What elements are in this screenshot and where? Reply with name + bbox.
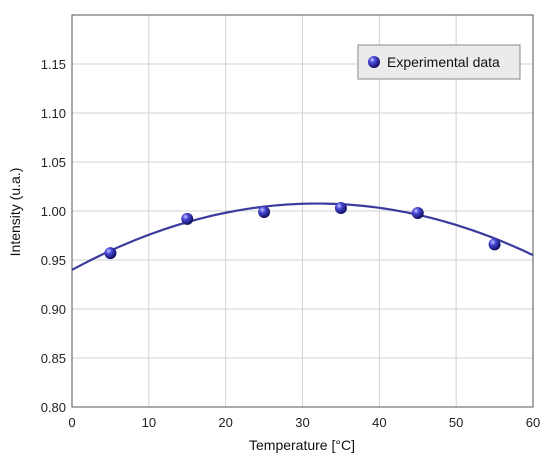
data-point	[181, 212, 194, 225]
legend-box	[357, 44, 521, 80]
legend-marker	[368, 56, 380, 68]
data-point	[104, 247, 117, 260]
x-tick-label: 50	[449, 415, 463, 430]
data-point	[334, 202, 347, 215]
y-tick-label: 0.85	[41, 351, 66, 366]
y-tick-label: 0.80	[41, 400, 66, 415]
x-tick-label: 10	[142, 415, 156, 430]
x-tick-label: 40	[372, 415, 386, 430]
x-tick-labels: 0 10 20 30 40 50 60	[68, 415, 540, 430]
data-point	[258, 205, 271, 218]
fit-curve	[71, 202, 534, 271]
y-tick-label: 1.15	[41, 57, 66, 72]
y-tick-label: 1.10	[41, 106, 66, 121]
y-tick-label: 0.95	[41, 253, 66, 268]
x-tick-label: 30	[295, 415, 309, 430]
data-point	[411, 206, 424, 219]
y-tick-label: 0.90	[41, 302, 66, 317]
x-tick-label: 0	[68, 415, 75, 430]
x-tick-label: 20	[218, 415, 232, 430]
legend: Experimental data	[357, 44, 521, 80]
data-points	[104, 202, 501, 260]
y-axis-title: Intensity (u.a.)	[7, 168, 23, 257]
plot-frame	[71, 14, 534, 408]
y-tick-label: 1.00	[41, 204, 66, 219]
legend-label: Experimental data	[387, 54, 500, 70]
y-tick-label: 1.05	[41, 155, 66, 170]
x-tick-label: 60	[526, 415, 540, 430]
y-tick-labels: 0.80 0.85 0.90 0.95 1.00 1.05 1.10 1.15	[41, 57, 66, 415]
x-axis-title: Temperature [°C]	[249, 437, 355, 453]
data-point	[488, 238, 501, 251]
